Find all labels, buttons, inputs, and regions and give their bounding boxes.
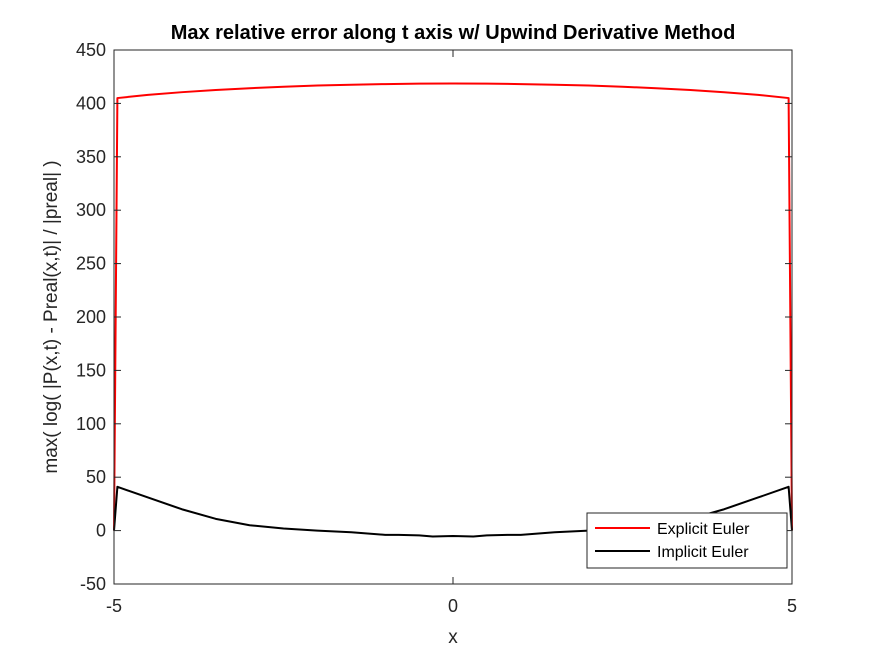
x-tick-label: -5: [106, 596, 122, 616]
y-tick-label: 250: [76, 254, 106, 274]
y-tick-label: 350: [76, 147, 106, 167]
legend-box: [586, 512, 788, 569]
x-tick-label: 5: [787, 596, 797, 616]
x-axis-label: x: [448, 627, 458, 648]
y-tick-label: 150: [76, 360, 106, 380]
y-tick-label: -50: [80, 574, 106, 594]
y-tick-label: 400: [76, 93, 106, 113]
y-tick-label: 300: [76, 200, 106, 220]
y-tick-label: 450: [76, 40, 106, 60]
legend-label-implicit-euler: Implicit Euler: [657, 544, 749, 561]
y-tick-label: 0: [96, 521, 106, 541]
y-tick-label: 50: [86, 467, 106, 487]
x-tick-label: 0: [448, 596, 458, 616]
y-axis-label: max( log( |P(x,t) - Preal(x,t)| / |preal…: [41, 160, 62, 473]
plot-area: [114, 50, 792, 584]
y-tick-label: 200: [76, 307, 106, 327]
chart-title: Max relative error along t axis w/ Upwin…: [171, 22, 736, 44]
y-tick-label: 100: [76, 414, 106, 434]
series-line-explicit-euler: [113, 82, 793, 531]
legend: Explicit Euler Implicit Euler: [586, 512, 788, 569]
legend-label-explicit-euler: Explicit Euler: [657, 521, 750, 538]
